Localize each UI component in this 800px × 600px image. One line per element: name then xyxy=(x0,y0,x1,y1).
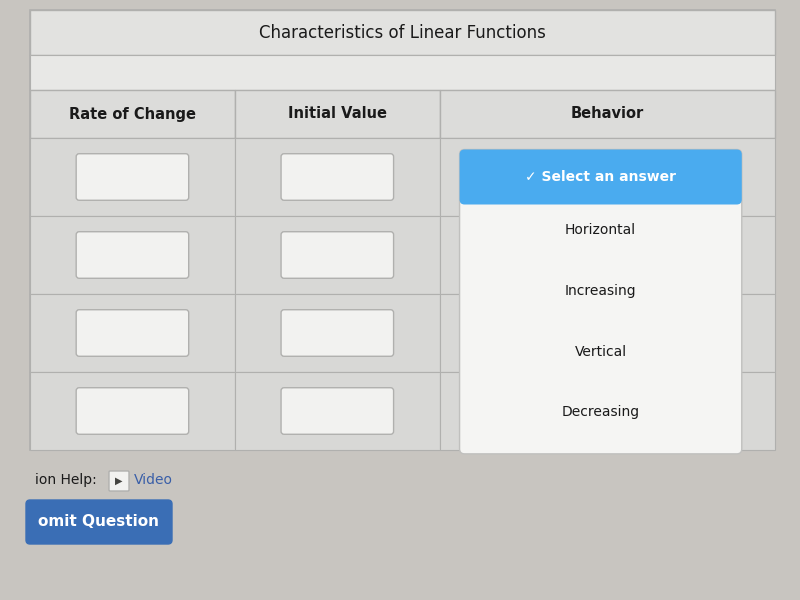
FancyBboxPatch shape xyxy=(440,90,775,138)
FancyBboxPatch shape xyxy=(281,388,394,434)
FancyBboxPatch shape xyxy=(281,310,394,356)
FancyBboxPatch shape xyxy=(76,388,189,434)
Text: omit Question: omit Question xyxy=(38,514,159,529)
FancyBboxPatch shape xyxy=(235,216,440,294)
FancyBboxPatch shape xyxy=(484,389,731,433)
Text: ✓ Select an answer: ✓ Select an answer xyxy=(525,170,676,184)
Text: Video: Video xyxy=(134,473,173,487)
FancyBboxPatch shape xyxy=(235,372,440,450)
FancyBboxPatch shape xyxy=(30,10,775,55)
Text: ion Help:: ion Help: xyxy=(35,473,97,487)
Text: Select an answer ▾: Select an answer ▾ xyxy=(555,328,660,338)
FancyBboxPatch shape xyxy=(30,10,775,450)
Text: Characteristics of Linear Functions: Characteristics of Linear Functions xyxy=(259,23,546,41)
FancyBboxPatch shape xyxy=(440,294,775,372)
FancyBboxPatch shape xyxy=(459,149,742,454)
FancyBboxPatch shape xyxy=(30,216,235,294)
FancyBboxPatch shape xyxy=(235,294,440,372)
Text: Decreasing: Decreasing xyxy=(562,406,640,419)
FancyBboxPatch shape xyxy=(76,154,189,200)
Text: Rate of Change: Rate of Change xyxy=(69,107,196,121)
FancyBboxPatch shape xyxy=(30,55,775,90)
FancyBboxPatch shape xyxy=(440,216,775,294)
FancyBboxPatch shape xyxy=(30,372,235,450)
Text: Initial Value: Initial Value xyxy=(288,107,387,121)
FancyBboxPatch shape xyxy=(76,310,189,356)
Text: Horizontal: Horizontal xyxy=(565,223,636,237)
Text: Select an answer ∨: Select an answer ∨ xyxy=(547,404,668,418)
FancyBboxPatch shape xyxy=(30,294,235,372)
FancyBboxPatch shape xyxy=(30,90,235,138)
FancyBboxPatch shape xyxy=(281,232,394,278)
FancyBboxPatch shape xyxy=(440,138,775,216)
FancyBboxPatch shape xyxy=(235,138,440,216)
FancyBboxPatch shape xyxy=(26,500,172,544)
FancyBboxPatch shape xyxy=(30,138,235,216)
Text: Vertical: Vertical xyxy=(574,344,626,359)
FancyBboxPatch shape xyxy=(281,154,394,200)
FancyBboxPatch shape xyxy=(459,149,742,205)
FancyBboxPatch shape xyxy=(484,233,731,277)
Text: Behavior: Behavior xyxy=(570,107,644,121)
FancyBboxPatch shape xyxy=(484,311,731,355)
Text: Increasing: Increasing xyxy=(565,284,637,298)
FancyBboxPatch shape xyxy=(440,372,775,450)
FancyBboxPatch shape xyxy=(76,232,189,278)
FancyBboxPatch shape xyxy=(109,471,129,491)
FancyBboxPatch shape xyxy=(235,90,440,138)
Text: ▶: ▶ xyxy=(115,476,122,486)
